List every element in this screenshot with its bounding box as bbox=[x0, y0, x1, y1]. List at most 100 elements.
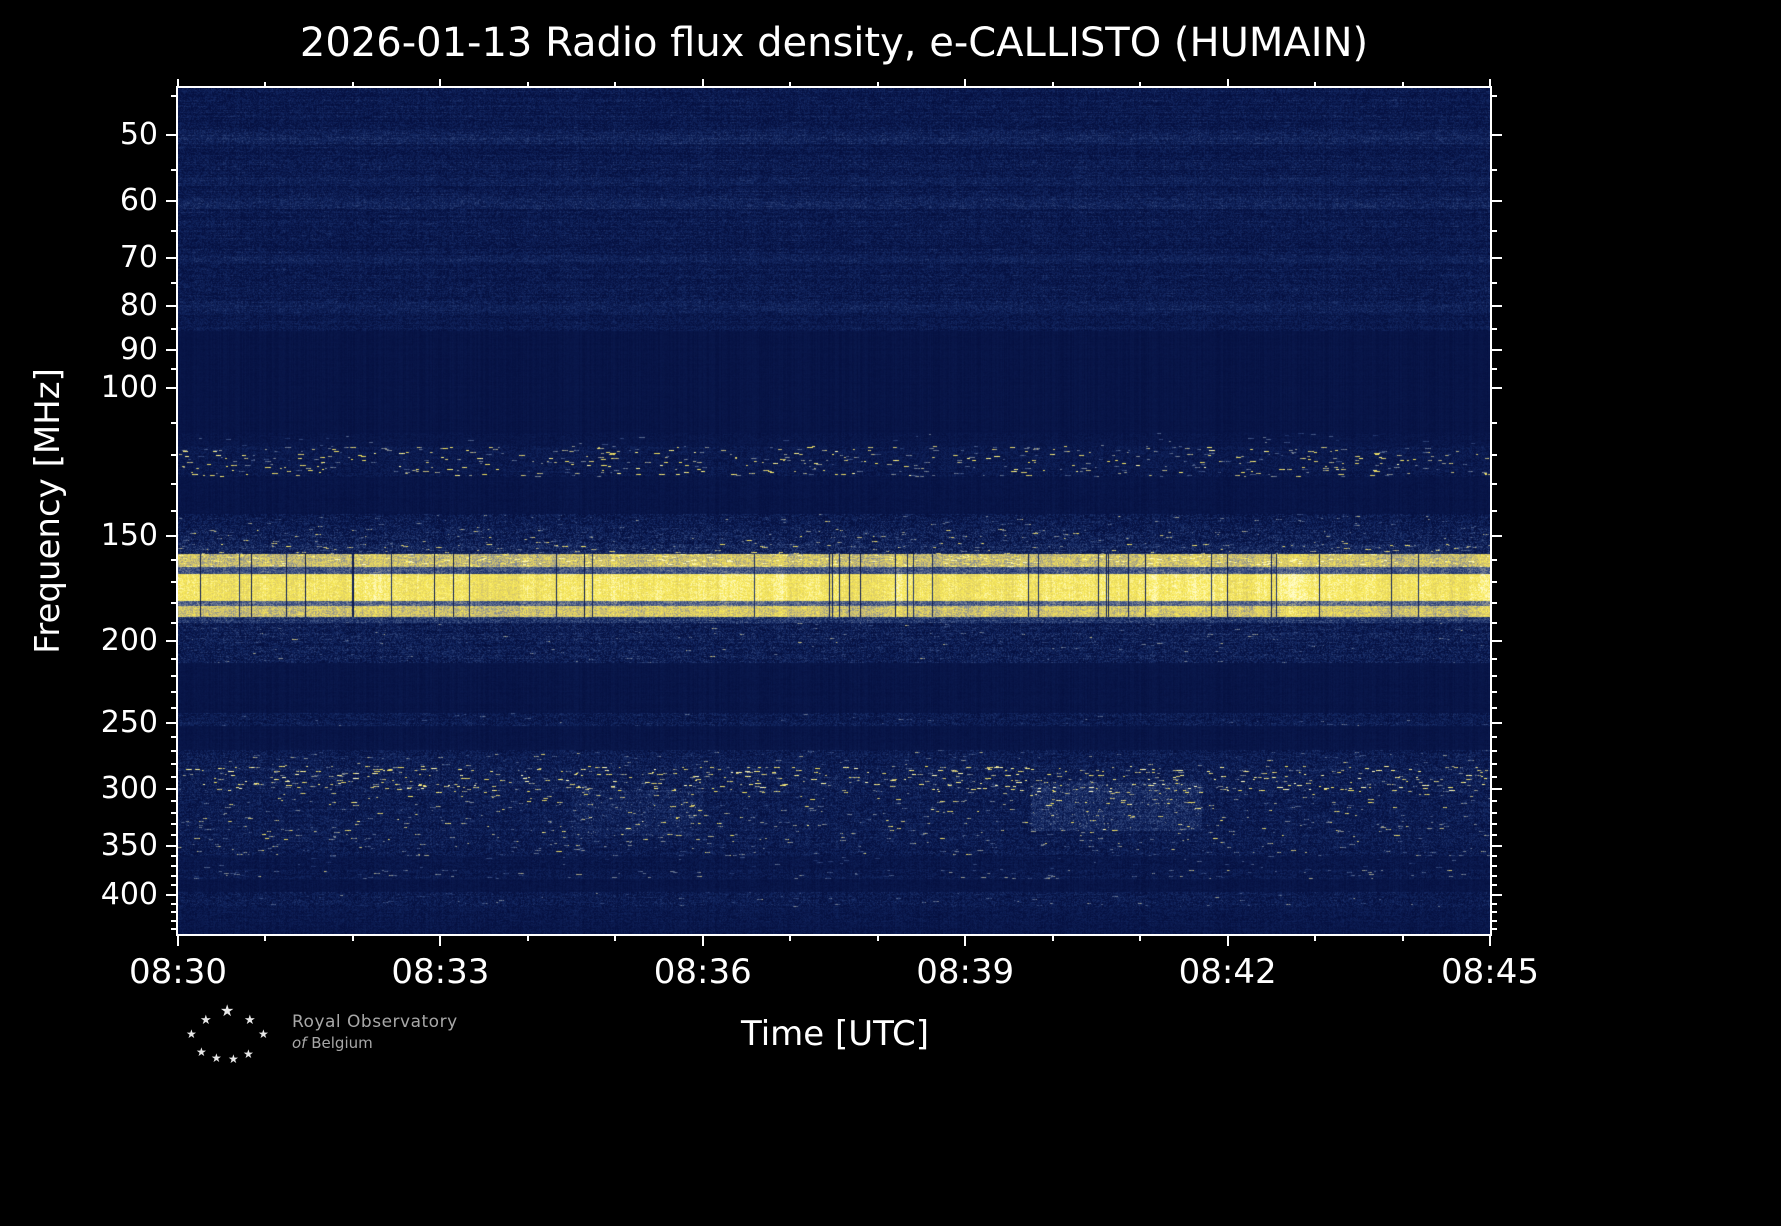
x-minor-tick-top bbox=[1139, 82, 1142, 88]
y-minor-tick-left bbox=[171, 95, 178, 98]
x-major-tick-bottom bbox=[439, 934, 442, 946]
y-tick-label: 300 bbox=[100, 771, 158, 807]
y-major-tick-right bbox=[1490, 721, 1502, 724]
y-minor-tick-left bbox=[171, 509, 178, 512]
x-major-tick-bottom bbox=[701, 934, 704, 946]
y-minor-tick-left bbox=[171, 763, 178, 766]
y-major-tick-right bbox=[1490, 640, 1502, 643]
y-major-tick-right bbox=[1490, 200, 1502, 203]
y-tick-label: 150 bbox=[100, 518, 158, 554]
y-minor-tick-left bbox=[171, 928, 178, 931]
y-minor-tick-left bbox=[171, 911, 178, 914]
y-minor-tick-left bbox=[171, 453, 178, 456]
y-minor-tick-left bbox=[171, 281, 178, 284]
y-minor-tick-right bbox=[1490, 421, 1497, 424]
y-major-tick-right bbox=[1490, 133, 1502, 136]
x-minor-tick-bottom bbox=[1139, 934, 1142, 941]
y-minor-tick-right bbox=[1490, 855, 1497, 858]
x-major-tick-top bbox=[1489, 79, 1491, 88]
x-minor-tick-top bbox=[789, 82, 792, 88]
x-tick-label: 08:45 bbox=[1441, 952, 1539, 992]
svg-text:★: ★ bbox=[258, 1027, 269, 1041]
y-minor-tick-right bbox=[1490, 453, 1497, 456]
x-major-tick-top bbox=[439, 79, 442, 88]
y-minor-tick-left bbox=[171, 812, 178, 815]
y-minor-tick-right bbox=[1490, 229, 1497, 232]
y-minor-tick-right bbox=[1490, 706, 1497, 709]
x-tick-label: 08:39 bbox=[916, 952, 1015, 992]
y-tick-label: 100 bbox=[100, 370, 158, 406]
y-major-tick-left bbox=[166, 640, 178, 643]
rob-logo-line2: of Belgium bbox=[292, 1034, 458, 1052]
x-major-tick-bottom bbox=[1489, 934, 1491, 946]
rob-logo-of: of bbox=[292, 1034, 307, 1052]
x-minor-tick-bottom bbox=[1051, 934, 1054, 941]
y-minor-tick-right bbox=[1490, 601, 1497, 604]
y-minor-tick-right bbox=[1490, 812, 1497, 815]
y-minor-tick-right bbox=[1490, 800, 1497, 803]
x-minor-tick-top bbox=[264, 82, 267, 88]
y-minor-tick-right bbox=[1490, 675, 1497, 678]
svg-text:★: ★ bbox=[200, 1013, 212, 1028]
y-minor-tick-right bbox=[1490, 281, 1497, 284]
y-minor-tick-left bbox=[171, 865, 178, 868]
y-major-tick-left bbox=[166, 305, 178, 308]
y-minor-tick-left bbox=[171, 327, 178, 330]
y-tick-label: 60 bbox=[119, 183, 158, 219]
svg-text:★: ★ bbox=[243, 1047, 254, 1061]
spectrogram-canvas bbox=[178, 88, 1490, 934]
y-minor-tick-left bbox=[171, 168, 178, 171]
y-tick-label: 90 bbox=[119, 331, 158, 367]
y-minor-tick-right bbox=[1490, 920, 1497, 923]
x-minor-tick-top bbox=[526, 82, 529, 88]
y-minor-tick-right bbox=[1490, 621, 1497, 624]
x-minor-tick-bottom bbox=[614, 934, 617, 941]
x-tick-label: 08:33 bbox=[391, 952, 490, 992]
y-minor-tick-left bbox=[171, 558, 178, 561]
y-minor-tick-right bbox=[1490, 928, 1497, 931]
y-minor-tick-right bbox=[1490, 482, 1497, 485]
x-minor-tick-top bbox=[876, 82, 879, 88]
x-tick-label: 08:42 bbox=[1178, 952, 1277, 992]
y-major-tick-left bbox=[166, 535, 178, 538]
y-major-tick-right bbox=[1490, 844, 1502, 847]
y-minor-tick-right bbox=[1490, 911, 1497, 914]
y-major-tick-left bbox=[166, 721, 178, 724]
y-minor-tick-right bbox=[1490, 902, 1497, 905]
y-minor-tick-left bbox=[171, 920, 178, 923]
x-major-tick-top bbox=[177, 79, 179, 88]
y-minor-tick-left bbox=[171, 658, 178, 661]
x-tick-label: 08:30 bbox=[129, 952, 227, 992]
y-minor-tick-left bbox=[171, 421, 178, 424]
y-major-tick-right bbox=[1490, 535, 1502, 538]
x-minor-tick-bottom bbox=[1401, 934, 1404, 941]
x-major-tick-bottom bbox=[964, 934, 967, 946]
rob-logo-line1: Royal Observatory bbox=[292, 1012, 458, 1032]
y-minor-tick-right bbox=[1490, 865, 1497, 868]
svg-text:★: ★ bbox=[211, 1051, 222, 1065]
y-major-tick-left bbox=[166, 788, 178, 791]
y-major-tick-left bbox=[166, 200, 178, 203]
y-tick-label: 350 bbox=[100, 827, 158, 863]
y-tick-label: 80 bbox=[119, 288, 158, 324]
y-minor-tick-left bbox=[171, 482, 178, 485]
chart-title: 2026-01-13 Radio flux density, e-CALLIST… bbox=[299, 20, 1369, 66]
y-minor-tick-right bbox=[1490, 749, 1497, 752]
x-minor-tick-bottom bbox=[789, 934, 792, 941]
y-minor-tick-left bbox=[171, 601, 178, 604]
y-minor-tick-left bbox=[171, 776, 178, 779]
y-tick-label: 70 bbox=[119, 239, 158, 275]
rob-logo-text: Royal Observatory of Belgium bbox=[292, 1012, 458, 1052]
y-minor-tick-left bbox=[171, 902, 178, 905]
y-minor-tick-left bbox=[171, 855, 178, 858]
y-minor-tick-right bbox=[1490, 823, 1497, 826]
y-axis-title: Frequency [MHz] bbox=[28, 368, 68, 654]
y-tick-label: 50 bbox=[119, 116, 158, 152]
rob-logo-stars-icon: ★ ★ ★ ★ ★ ★ ★ ★ ★ bbox=[186, 1002, 269, 1066]
y-major-tick-left bbox=[166, 133, 178, 136]
svg-text:★: ★ bbox=[244, 1013, 256, 1028]
x-minor-tick-top bbox=[1051, 82, 1054, 88]
x-major-tick-bottom bbox=[1226, 934, 1229, 946]
svg-text:★: ★ bbox=[196, 1045, 207, 1059]
x-minor-tick-top bbox=[1401, 82, 1404, 88]
